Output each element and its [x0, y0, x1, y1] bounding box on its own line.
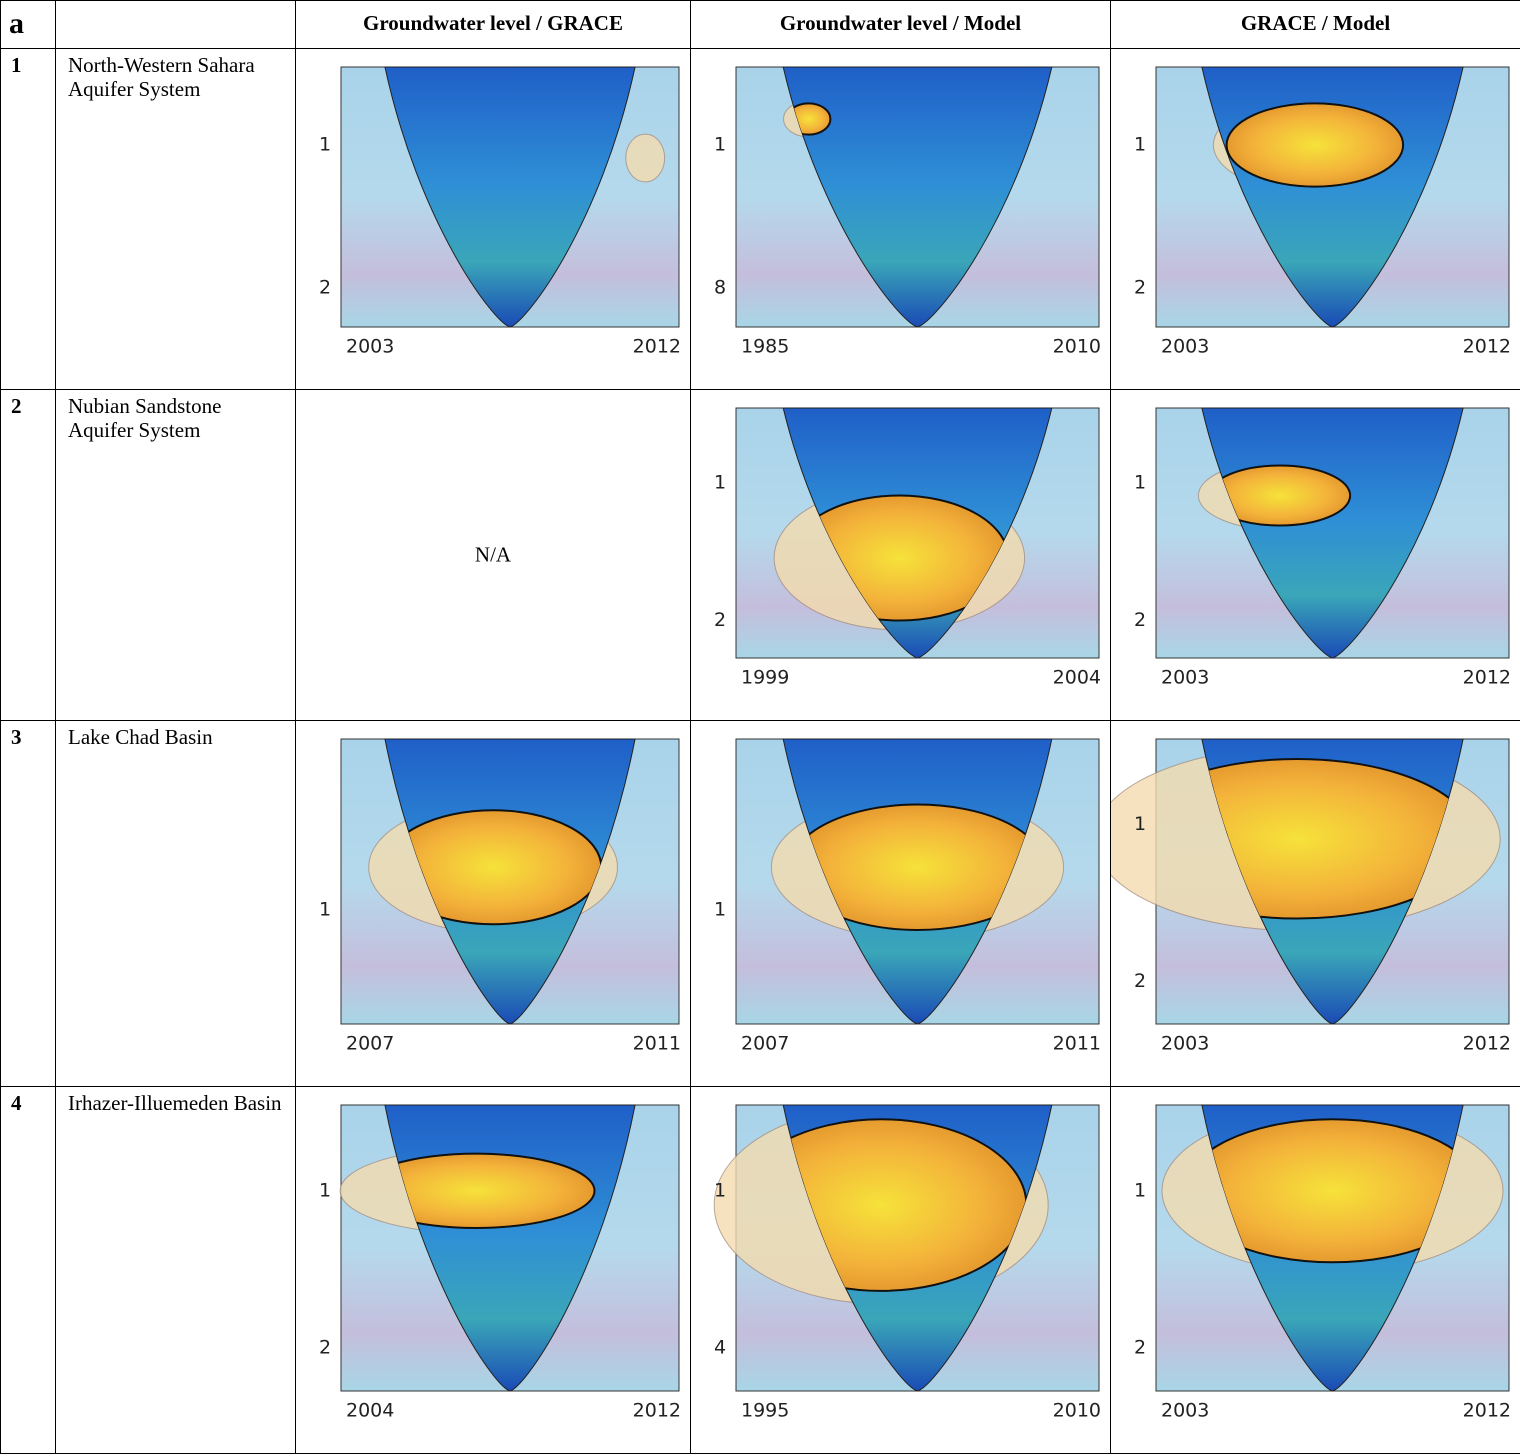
- column-header: Groundwater level / GRACE: [296, 1, 691, 49]
- x-tick-label: 2012: [1463, 336, 1511, 358]
- x-tick-label: 2003: [346, 336, 394, 358]
- y-tick-label: 2: [1134, 277, 1146, 299]
- panel-cell: 1 8 1985 2010: [691, 49, 1111, 390]
- wavelet-panel: 1 2 2003 2012: [1111, 1087, 1520, 1453]
- y-tick-label: 1: [1134, 813, 1146, 835]
- significance-region: [1227, 103, 1404, 186]
- wavelet-panel: 1 2 2003 2012: [1111, 390, 1520, 720]
- y-tick-label: 1: [714, 472, 726, 494]
- panel-cell: 1 2 2003 2012: [1111, 721, 1520, 1087]
- y-tick-label: 2: [319, 1337, 331, 1359]
- aquifer-name: Irhazer-Illuemeden Basin: [56, 1087, 296, 1454]
- header-blank: [56, 1, 296, 49]
- not-available: N/A: [296, 543, 690, 568]
- wavelet-panel: 1 2 2003 2012: [1111, 721, 1520, 1086]
- panel-cell: 1 2 2003 2012: [296, 49, 691, 390]
- panel-cell: 1 2 1999 2004: [691, 390, 1111, 721]
- wavelet-panel: 1 2 2003 2012: [296, 49, 691, 389]
- panel-cell: N/A: [296, 390, 691, 721]
- y-tick-label: 1: [319, 899, 331, 921]
- wavelet-panel: 1 2 1999 2004: [691, 390, 1111, 720]
- x-tick-label: 2003: [1161, 1400, 1209, 1422]
- panel-cell: 1 2 2003 2012: [1111, 1087, 1520, 1454]
- x-tick-label: 2010: [1053, 1400, 1101, 1422]
- wavelet-panel: 1 2007 2011: [691, 721, 1111, 1086]
- wavelet-panel: 1 2 2003 2012: [1111, 49, 1520, 389]
- wavelet-panel: 1 8 1985 2010: [691, 49, 1111, 389]
- y-tick-label: 1: [714, 899, 726, 921]
- wavelet-panel: 1 4 1995 2010: [691, 1087, 1111, 1453]
- x-tick-label: 2010: [1053, 336, 1101, 358]
- significance-region-outside: [626, 134, 665, 182]
- y-tick-label: 1: [1134, 1179, 1146, 1201]
- panel-cell: 1 2007 2011: [691, 721, 1111, 1087]
- x-tick-label: 1985: [741, 336, 789, 358]
- y-tick-label: 2: [714, 609, 726, 631]
- x-tick-label: 2012: [633, 1400, 681, 1422]
- panel-cell: 1 2007 2011: [296, 721, 691, 1087]
- x-tick-label: 2003: [1161, 667, 1209, 689]
- panel-cell: 1 2 2003 2012: [1111, 390, 1520, 721]
- x-tick-label: 2003: [1161, 1033, 1209, 1055]
- x-tick-label: 2007: [346, 1033, 394, 1055]
- row-number: 3: [1, 721, 56, 1087]
- wavelet-panel: 1 2007 2011: [296, 721, 691, 1086]
- x-tick-label: 2011: [633, 1033, 681, 1055]
- y-tick-label: 1: [714, 1179, 726, 1201]
- x-tick-label: 1999: [741, 667, 789, 689]
- x-tick-label: 2012: [1463, 1400, 1511, 1422]
- y-tick-label: 2: [1134, 609, 1146, 631]
- x-tick-label: 2003: [1161, 336, 1209, 358]
- x-tick-label: 2012: [1463, 1033, 1511, 1055]
- y-tick-label: 1: [319, 1179, 331, 1201]
- aquifer-name: Lake Chad Basin: [56, 721, 296, 1087]
- aquifer-name: North-Western Sahara Aquifer System: [56, 49, 296, 390]
- panel-cell: 1 4 1995 2010: [691, 1087, 1111, 1454]
- panel-label: a: [1, 1, 56, 49]
- y-tick-label: 1: [714, 134, 726, 156]
- x-tick-label: 2012: [633, 336, 681, 358]
- row-number: 4: [1, 1087, 56, 1454]
- x-tick-label: 2004: [1053, 667, 1101, 689]
- y-tick-label: 2: [319, 277, 331, 299]
- x-tick-label: 2012: [1463, 667, 1511, 689]
- y-tick-label: 2: [1134, 970, 1146, 992]
- row-number: 2: [1, 390, 56, 721]
- x-tick-label: 2011: [1053, 1033, 1101, 1055]
- column-header: GRACE / Model: [1111, 1, 1520, 49]
- y-tick-label: 1: [319, 134, 331, 156]
- wavelet-panel: 1 2 2004 2012: [296, 1087, 691, 1453]
- y-tick-label: 4: [714, 1337, 726, 1359]
- y-tick-label: 2: [1134, 1337, 1146, 1359]
- x-tick-label: 2007: [741, 1033, 789, 1055]
- y-tick-label: 8: [714, 277, 726, 299]
- y-tick-label: 1: [1134, 134, 1146, 156]
- x-tick-label: 1995: [741, 1400, 789, 1422]
- aquifer-name: Nubian Sandstone Aquifer System: [56, 390, 296, 721]
- column-header: Groundwater level / Model: [691, 1, 1111, 49]
- row-number: 1: [1, 49, 56, 390]
- y-tick-label: 1: [1134, 472, 1146, 494]
- panel-cell: 1 2 2004 2012: [296, 1087, 691, 1454]
- x-tick-label: 2004: [346, 1400, 394, 1422]
- panel-cell: 1 2 2003 2012: [1111, 49, 1520, 390]
